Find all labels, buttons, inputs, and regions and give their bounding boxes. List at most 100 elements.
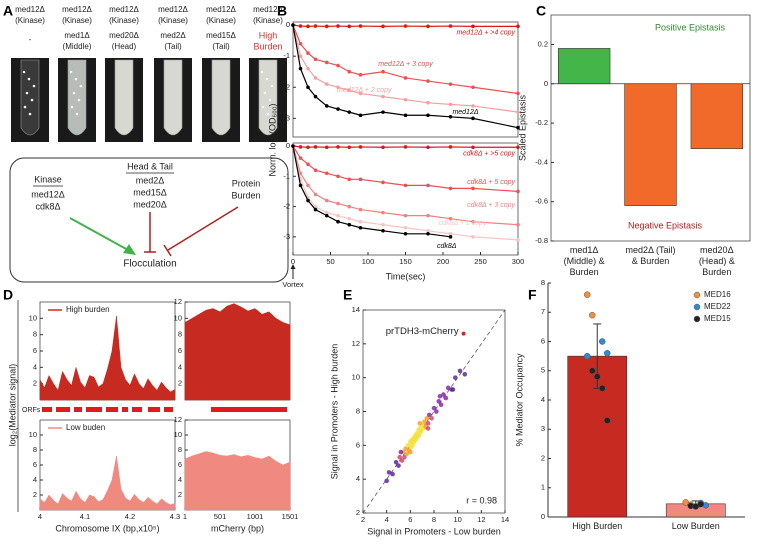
x-tick-label: 501 [214,512,227,521]
point [604,349,611,357]
y-tick-label: 12 [174,415,182,424]
floc [72,91,76,95]
tube-label: High [259,30,278,40]
point [599,385,606,392]
y-tick-label: -2 [283,202,290,211]
identity-line [362,309,506,514]
y-tick-label: 2 [33,490,37,499]
tube-label: med12Δ [253,5,283,14]
point [516,91,520,96]
point [358,73,363,77]
y-tick-label: 12 [352,339,360,348]
point [448,186,453,191]
panel-letter: F [528,287,537,303]
tube-label: (Kinase) [15,16,45,25]
signal-area [39,315,176,401]
point [298,54,303,58]
point [462,371,468,377]
point [358,145,363,149]
point [347,24,352,29]
diagram-item: med2Δ [136,175,165,185]
point [347,110,352,114]
annotation: r = 0.98 [466,495,497,505]
x-tick-label: 150 [399,257,412,266]
point [426,213,430,218]
tube [211,59,231,136]
orf [106,407,118,412]
point [313,204,318,209]
point [697,500,704,508]
x-tick-label: 0 [291,257,295,266]
floc [28,112,32,116]
point [336,107,340,111]
activation-arrow [69,217,129,251]
orf [148,407,160,412]
y-tick-label: 8 [33,330,37,339]
x-tick-label: 10 [453,515,461,524]
point [336,24,340,28]
point [336,85,340,90]
point [336,145,340,149]
x-tick-label: 50 [326,257,334,266]
y-tick-label: 6 [356,440,360,449]
tube-label: (Middle) [63,42,92,51]
series-line [292,145,519,241]
point [443,395,449,401]
point [445,385,451,391]
point [436,399,442,404]
point [324,213,329,218]
diagram-item: Burden [231,190,260,200]
signal-area [184,451,291,511]
x-tick-label: 14 [501,515,509,524]
point [336,63,340,68]
y-tick-label: 8 [178,445,182,454]
point [438,402,444,408]
point [426,145,430,150]
point [448,216,453,221]
point [471,145,475,150]
x-tick-label: 200 [437,257,450,266]
floc [77,98,81,102]
orf [164,407,173,412]
tube-label: med2Δ [160,31,186,40]
tube-label: med12Δ [15,5,45,14]
point [313,145,318,149]
y-tick-label: 0 [286,20,290,29]
point [313,168,318,173]
annotation: Vortex [282,280,304,289]
y-axis-label: Signal in Promoters - High burden [329,344,339,480]
inhibition-line [167,206,239,251]
tube-label: (Head) [112,42,137,51]
diagram-item: Protein [232,178,261,188]
diagram-title: Kinase [34,174,62,184]
point [589,367,596,374]
y-tick-label: 2 [33,379,37,388]
point [347,88,352,93]
point [471,219,475,224]
orf [42,407,52,412]
y-tick-label: 6 [541,336,545,345]
series-label: med12Δ [452,109,478,116]
point [298,24,303,28]
bar [624,83,677,206]
plot-frame [292,21,519,138]
y-tick-label: -0.2 [535,118,548,127]
point [471,116,475,121]
y-tick-label: 4 [541,395,545,404]
y-tick-label: -1 [283,51,290,60]
point [306,24,310,29]
y-axis-label: log₂(Mediator signal) [7,364,17,447]
x-tick-label: 1501 [282,512,299,521]
point [403,24,408,28]
x-tick-label: 4.2 [125,512,135,521]
point [298,66,303,71]
x-tick-label: 250 [474,257,487,266]
floc [23,105,27,109]
diagram-item: cdk8Δ [35,201,60,211]
category-label: High Burden [572,521,622,531]
point [471,104,475,108]
legend-label: High burden [66,305,110,314]
y-tick-label: 2 [356,508,360,517]
point [426,183,430,188]
